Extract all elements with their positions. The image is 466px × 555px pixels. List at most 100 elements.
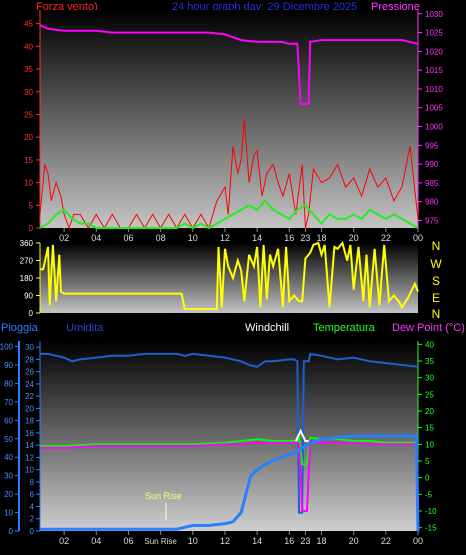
temperature-ytick-label: -15 bbox=[425, 524, 437, 533]
temperature-ytick-label: -10 bbox=[425, 507, 437, 516]
bottom-series-windchill bbox=[294, 428, 309, 442]
rain-ytick-label: 8 bbox=[30, 478, 35, 487]
temperature-ytick-label: 35 bbox=[425, 357, 434, 366]
wind-ytick-label: 40 bbox=[24, 42, 33, 51]
humidity-ytick-label: 20 bbox=[4, 490, 13, 499]
wind-panel-xtick-label: 20 bbox=[349, 233, 359, 243]
temperature-ytick-label: 5 bbox=[425, 457, 430, 466]
wind-panel-series-1 bbox=[39, 199, 419, 230]
wind-ytick-label: 10 bbox=[24, 179, 33, 188]
pressure-ytick-label: 1020 bbox=[425, 47, 443, 56]
pressure-ytick-label: 1000 bbox=[425, 123, 443, 132]
pressure-ytick-label: 985 bbox=[425, 179, 439, 188]
temperature-ytick-label: 40 bbox=[425, 340, 434, 349]
wind-panel-xtick-label: 23 bbox=[300, 233, 310, 243]
compass-n-bottom: N bbox=[432, 307, 441, 321]
bottom-panel-xtick-label: 22 bbox=[381, 536, 391, 546]
humidity-ytick-label: 0 bbox=[9, 527, 14, 536]
rain-ytick-label: 16 bbox=[25, 429, 34, 438]
bottom-panel-xtick-label: 10 bbox=[188, 536, 198, 546]
pressure-ytick-label: 980 bbox=[425, 198, 439, 207]
wind-ytick-label: 45 bbox=[24, 20, 33, 29]
temperature-ytick-label: 10 bbox=[425, 440, 434, 449]
temperature-ytick-label: 20 bbox=[425, 407, 434, 416]
compass-w: W bbox=[430, 257, 442, 271]
wind-panel-xtick-label: 10 bbox=[188, 233, 198, 243]
pressure-ytick-label: 1030 bbox=[425, 10, 443, 19]
wind-panel-series-0 bbox=[39, 118, 419, 230]
compass-e: E bbox=[432, 291, 440, 305]
bottom-panel-xtick-label: 06 bbox=[123, 536, 133, 546]
wind-panel-xtick-label: 22 bbox=[381, 233, 391, 243]
direction-ytick-label: 360 bbox=[20, 239, 34, 248]
bottom-panel-xtick-label: 23 bbox=[300, 536, 310, 546]
temperature-ytick-label: 30 bbox=[425, 374, 434, 383]
rain-ytick-label: 4 bbox=[30, 502, 35, 511]
windchill-legend: Windchill bbox=[245, 322, 289, 334]
pressure-ytick-label: 995 bbox=[425, 141, 439, 150]
bottom-series-umidita bbox=[40, 352, 419, 514]
rain-ytick-label: 26 bbox=[25, 368, 34, 377]
direction-ytick-label: 0 bbox=[29, 309, 34, 318]
pressure-ytick-label: 1005 bbox=[425, 104, 443, 113]
wind-panel-xtick-label: 12 bbox=[220, 233, 230, 243]
direction-ytick-label: 270 bbox=[20, 257, 34, 266]
direction-series-0 bbox=[40, 240, 419, 311]
pressure-ytick-label: 975 bbox=[425, 216, 439, 225]
wind-panel-xtick-label: 16 bbox=[284, 233, 294, 243]
rain-ytick-label: 18 bbox=[25, 417, 34, 426]
humidity-ytick-label: 10 bbox=[4, 509, 13, 518]
bottom-series-dew-point bbox=[40, 439, 418, 512]
wind-ytick-label: 30 bbox=[24, 88, 33, 97]
wind-ytick-label: 0 bbox=[29, 224, 34, 233]
bottom-panel-xtick-label: 02 bbox=[59, 536, 69, 546]
wind-ytick-label: 5 bbox=[29, 201, 34, 210]
rain-ytick-label: 10 bbox=[25, 466, 34, 475]
wind-ytick-label: 15 bbox=[24, 156, 33, 165]
wind-pressure-plot bbox=[39, 24, 419, 230]
compass-s: S bbox=[432, 274, 440, 288]
temperature-ytick-label: -5 bbox=[425, 490, 433, 499]
humidity-ytick-label: 40 bbox=[4, 453, 13, 462]
rain-ytick-label: 2 bbox=[30, 515, 35, 524]
wind-panel-xtick-label: 00 bbox=[413, 233, 423, 243]
pressure-ytick-label: 1015 bbox=[425, 66, 443, 75]
wind-panel-series-2 bbox=[39, 24, 419, 105]
compass-n-top: N bbox=[432, 239, 441, 253]
wind-panel-xtick-label: 08 bbox=[156, 233, 166, 243]
wind-panel-xtick-label: 14 bbox=[252, 233, 262, 243]
rain-axis-title: Pioggia bbox=[1, 322, 39, 334]
rain-ytick-label: 14 bbox=[25, 441, 34, 450]
bottom-panel-xtick-label: 18 bbox=[316, 536, 326, 546]
bottom-series-temperatura bbox=[40, 434, 418, 466]
bottom-panel-xtick-label: 12 bbox=[220, 536, 230, 546]
pressure-ytick-label: 990 bbox=[425, 160, 439, 169]
wind-ytick-label: 20 bbox=[24, 133, 33, 142]
wind-panel-xtick-label: 04 bbox=[91, 233, 101, 243]
rain-ytick-label: 20 bbox=[25, 404, 34, 413]
wind-direction-plot bbox=[40, 240, 419, 311]
direction-ytick-label: 180 bbox=[20, 274, 34, 283]
dewpoint-legend: Dew Point (°C) bbox=[392, 322, 465, 334]
rain-ytick-label: 0 bbox=[30, 527, 35, 536]
temperature-ytick-label: 15 bbox=[425, 424, 434, 433]
wind-ytick-label: 25 bbox=[24, 110, 33, 119]
temperature-ytick-label: 25 bbox=[425, 390, 434, 399]
temperature-legend: Temperatura bbox=[313, 322, 376, 334]
bottom-panel-xtick-label: 00 bbox=[413, 536, 423, 546]
bottom-panel-xtick-label: 14 bbox=[252, 536, 262, 546]
temperature-humidity-plot bbox=[40, 352, 420, 532]
humidity-ytick-label: 90 bbox=[4, 361, 13, 370]
pressure-ytick-label: 1010 bbox=[425, 85, 443, 94]
bottom-panel-xtick-label: 04 bbox=[91, 536, 101, 546]
wind-panel-xtick-label: 02 bbox=[59, 233, 69, 243]
wind-panel-xtick-label: 06 bbox=[123, 233, 133, 243]
rain-ytick-label: 30 bbox=[25, 343, 34, 352]
humidity-ytick-label: 70 bbox=[4, 398, 13, 407]
humidity-ytick-label: 50 bbox=[4, 435, 13, 444]
wind-ytick-label: 35 bbox=[24, 65, 33, 74]
pressure-ytick-label: 1025 bbox=[425, 29, 443, 38]
bottom-panel-xtick-label: 16 bbox=[284, 536, 294, 546]
bottom-series-pioggia bbox=[40, 434, 420, 532]
